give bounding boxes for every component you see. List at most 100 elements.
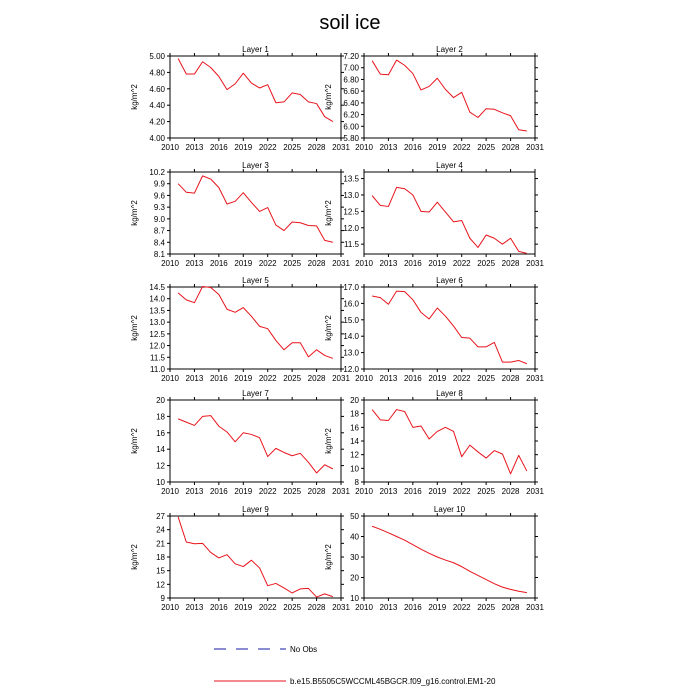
y-tick-label: 16.0 [343, 299, 359, 308]
y-tick-label: 14.0 [149, 295, 165, 304]
x-tick-label: 2022 [259, 603, 277, 612]
y-tick-label: 6.00 [343, 122, 359, 131]
y-tick-label: 13.0 [343, 349, 359, 358]
y-axis-label: kg/m^2 [130, 200, 139, 226]
x-tick-label: 2013 [186, 259, 204, 268]
x-tick-label: 2016 [404, 143, 422, 152]
x-tick-label: 2028 [308, 143, 326, 152]
x-tick-label: 2031 [332, 603, 350, 612]
panel-title: Layer 10 [434, 505, 466, 514]
plot-frame [169, 171, 342, 255]
y-tick-label: 9.0 [154, 215, 166, 224]
layer-panel: Layer 3 kg/m^2 8.1 8.4 8.7 9.0 9.3 9.6 9.9 10.2 20… [130, 161, 350, 268]
x-tick-label: 2025 [283, 259, 301, 268]
y-tick-label: 11.5 [344, 240, 360, 249]
y-tick-label: 11.0 [150, 365, 166, 374]
y-axis-label: kg/m^2 [130, 84, 139, 110]
y-axis-label: kg/m^2 [324, 200, 333, 226]
x-tick-label: 2031 [332, 487, 350, 496]
panel-title: Layer 4 [436, 161, 463, 170]
y-tick-label: 40 [350, 533, 359, 542]
x-tick-label: 2010 [161, 374, 179, 383]
x-tick-label: 2016 [210, 603, 228, 612]
x-tick-label: 2016 [210, 143, 228, 152]
y-tick-label: 20 [156, 396, 165, 405]
y-tick-label: 20 [350, 396, 359, 405]
x-tick-label: 2010 [161, 603, 179, 612]
x-tick-label: 2016 [210, 259, 228, 268]
panel-title: Layer 7 [242, 389, 269, 398]
x-tick-label: 2028 [502, 487, 520, 496]
y-tick-label: 6.80 [343, 75, 359, 84]
x-tick-label: 2013 [186, 487, 204, 496]
panel-title: Layer 8 [436, 389, 463, 398]
x-tick-label: 2016 [404, 487, 422, 496]
y-axis-label: kg/m^2 [130, 428, 139, 454]
x-tick-label: 2010 [355, 603, 373, 612]
y-tick-label: 16 [156, 429, 165, 438]
series-line [177, 516, 334, 598]
x-tick-label: 2019 [428, 374, 446, 383]
x-tick-label: 2019 [428, 259, 446, 268]
legend-obs-label: No Obs [290, 645, 317, 654]
x-tick-label: 2022 [453, 374, 471, 383]
x-tick-label: 2028 [308, 487, 326, 496]
y-tick-label: 12.5 [149, 330, 165, 339]
y-tick-label: 4.00 [149, 134, 165, 143]
y-tick-label: 6.60 [343, 87, 359, 96]
y-axis-label: kg/m^2 [130, 544, 139, 570]
plot-frame [363, 286, 536, 370]
layer-panel: Layer 1 kg/m^2 4.00 4.20 4.40 4.60 4.80 5.00 201… [130, 45, 350, 152]
x-tick-label: 2025 [477, 487, 495, 496]
y-tick-label: 13.5 [149, 306, 165, 315]
y-tick-label: 12 [156, 462, 165, 471]
x-tick-label: 2019 [234, 143, 252, 152]
y-tick-label: 13.5 [343, 175, 359, 184]
x-tick-label: 2016 [210, 487, 228, 496]
x-tick-label: 2025 [477, 259, 495, 268]
x-tick-label: 2013 [380, 603, 398, 612]
x-tick-label: 2025 [477, 374, 495, 383]
y-tick-label: 9 [161, 594, 166, 603]
x-tick-label: 2010 [161, 487, 179, 496]
y-axis-label: kg/m^2 [324, 544, 333, 570]
x-tick-label: 2031 [526, 259, 544, 268]
x-tick-label: 2010 [355, 143, 373, 152]
y-tick-label: 10 [156, 478, 165, 487]
x-tick-label: 2031 [526, 603, 544, 612]
x-tick-label: 2031 [526, 374, 544, 383]
y-tick-label: 4.80 [149, 68, 165, 77]
y-tick-label: 12.0 [343, 365, 359, 374]
x-tick-label: 2022 [259, 374, 277, 383]
y-tick-label: 4.60 [149, 85, 165, 94]
x-tick-label: 2022 [453, 143, 471, 152]
x-tick-label: 2019 [234, 259, 252, 268]
y-tick-label: 18 [156, 553, 165, 562]
x-tick-label: 2025 [283, 143, 301, 152]
panel-title: Layer 3 [242, 161, 269, 170]
y-tick-label: 8 [355, 478, 360, 487]
y-tick-label: 9.9 [154, 180, 166, 189]
y-tick-label: 8.1 [154, 250, 166, 259]
x-tick-label: 2028 [308, 374, 326, 383]
x-tick-label: 2019 [428, 487, 446, 496]
x-tick-label: 2019 [234, 487, 252, 496]
x-tick-label: 2010 [355, 374, 373, 383]
plot-frame [169, 399, 342, 483]
y-tick-label: 7.00 [343, 64, 359, 73]
x-tick-label: 2013 [186, 143, 204, 152]
y-axis-label: kg/m^2 [130, 315, 139, 341]
x-tick-label: 2031 [526, 487, 544, 496]
y-tick-label: 10.2 [149, 168, 165, 177]
layer-panel: Layer 2 kg/m^2 5.80 6.00 6.20 6.40 6.60 6.80 7.0… [324, 45, 544, 152]
layer-panel: Layer 8 kg/m^2 8 10 12 14 16 18 20 2010 2013 2016 20… [324, 389, 544, 496]
x-tick-label: 2010 [161, 259, 179, 268]
layer-panel: Layer 4 kg/m^2 11.5 12.0 12.5 13.0 13.5 2010 201… [324, 161, 544, 268]
y-tick-label: 13.0 [343, 191, 359, 200]
y-tick-label: 16 [350, 423, 359, 432]
y-tick-label: 30 [350, 553, 359, 562]
y-tick-label: 11.5 [150, 353, 166, 362]
x-tick-label: 2013 [380, 259, 398, 268]
plot-frame [169, 55, 342, 139]
y-tick-label: 5.00 [149, 52, 165, 61]
